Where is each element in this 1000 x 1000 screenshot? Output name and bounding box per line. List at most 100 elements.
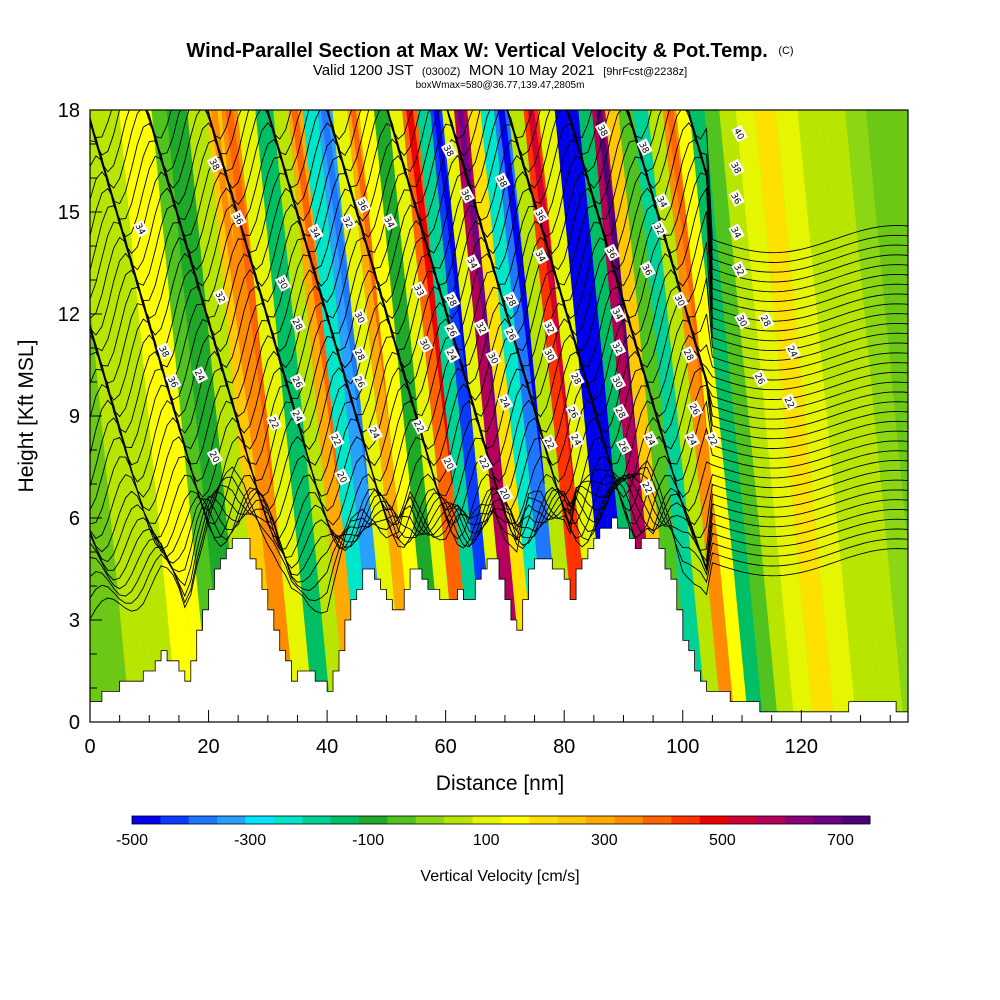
colorbar-tick-label: 300 [591, 832, 618, 849]
x-tick-label: 40 [316, 736, 338, 758]
theta-label-box [351, 308, 369, 326]
theta-label-group: 28 [568, 369, 585, 388]
y-axis: 0 3 6 9 12 15 18 [58, 100, 102, 734]
theta-label: 34 [654, 195, 668, 210]
theta-label-box [609, 373, 627, 391]
x-tick-label: 120 [785, 736, 818, 758]
theta-label-group: 36 [533, 206, 550, 224]
theta-contour [90, 435, 908, 512]
theta-contour [90, 474, 908, 581]
theta-label: 28 [681, 348, 695, 363]
colorbar-swatch [160, 816, 190, 824]
theta-label-group: 22 [411, 417, 428, 435]
theta-label-box [334, 468, 351, 486]
theta-label: 38 [494, 174, 508, 189]
theta-label-group: 28 [758, 311, 775, 330]
chart-subtitle-group: Valid 1200 JST (0300Z) MON 10 May 2021 [… [313, 62, 687, 79]
theta-label-group: 22 [476, 454, 493, 473]
theta-label: 28 [352, 348, 366, 363]
w-streak [332, 110, 406, 722]
theta-label-group: 26 [565, 403, 582, 422]
theta-label-box [473, 318, 490, 337]
theta-label: 32 [340, 215, 354, 230]
theta-contour [90, 154, 908, 312]
theta-label: 34 [307, 225, 321, 240]
theta-label-group: 20 [441, 454, 458, 473]
theta-label-box [603, 243, 621, 262]
theta-label-box [731, 260, 748, 279]
theta-label-box [274, 274, 292, 292]
w-streak [735, 110, 814, 722]
theta-label: 22 [541, 436, 555, 451]
theta-label-box [351, 345, 369, 364]
theta-label: 22 [476, 457, 490, 472]
theta-label-group: 34 [654, 192, 671, 211]
theta-label-group: 34 [307, 223, 324, 241]
theta-label: 30 [485, 351, 499, 366]
theta-label-group: 32 [610, 339, 627, 357]
theta-label-group: 26 [352, 373, 369, 391]
colorbar-swatch [273, 816, 303, 824]
theta-label-box [728, 158, 745, 177]
theta-label-group: 26 [616, 437, 633, 456]
theta-label: 30 [275, 276, 289, 291]
y-tick-label: 15 [58, 202, 80, 224]
theta-label-box [612, 403, 630, 422]
theta-label-group: 24 [367, 424, 384, 442]
w-streak [775, 110, 857, 722]
theta-label-box [464, 254, 481, 272]
subtitle-forecast: [9hrFcst@2238z] [603, 66, 687, 78]
theta-label: 26 [687, 402, 701, 417]
theta-label-box [639, 478, 656, 496]
theta-label-group: 30 [485, 349, 502, 367]
theta-label-group: 26 [752, 369, 769, 388]
theta-label-group: 30 [417, 335, 434, 354]
theta-label-box [731, 124, 748, 143]
theta-label: 30 [734, 314, 748, 329]
colorbar-tick-label: 100 [473, 832, 500, 849]
colorbar-swatch [557, 816, 587, 824]
theta-contour [90, 467, 908, 604]
theta-label: 38 [156, 344, 170, 359]
theta-label-box [328, 430, 345, 449]
theta-label-group: 28 [503, 291, 520, 309]
theta-label: 20 [497, 487, 511, 502]
theta-label: 28 [758, 314, 772, 329]
theta-label: 20 [334, 470, 348, 485]
theta-label-box [156, 342, 173, 360]
chart-title-mark: (C) [778, 45, 793, 57]
theta-label-box [503, 291, 520, 309]
theta-label: 24 [684, 433, 698, 448]
theta-contour [90, 186, 908, 332]
theta-label: 34 [381, 215, 395, 230]
terrain [90, 517, 908, 722]
theta-label-box [132, 220, 149, 238]
theta-label-group: 32 [651, 220, 668, 238]
theta-label-box [206, 155, 224, 173]
theta-label: 30 [541, 348, 555, 363]
colorbar-label: Vertical Velocity [cm/s] [420, 868, 579, 885]
theta-label-box [568, 369, 585, 388]
w-streak [119, 110, 199, 722]
theta-label: 24 [784, 344, 798, 359]
y-tick-label: 18 [58, 100, 80, 122]
w-streak [221, 110, 297, 722]
theta-label: 26 [503, 327, 517, 342]
theta-label-box [541, 318, 558, 337]
theta-label: 26 [352, 375, 366, 390]
colorbar-swatch [813, 816, 843, 824]
theta-label-group: 22 [704, 430, 721, 449]
theta-label-box [458, 186, 475, 204]
theta-label-group: 26 [444, 322, 461, 340]
w-streak [416, 110, 489, 722]
colorbar-swatch [699, 816, 729, 824]
colorbar-swatch [245, 816, 275, 824]
theta-label-group: 30 [274, 274, 292, 292]
theta-contour [90, 473, 908, 590]
theta-label-box [289, 315, 307, 333]
theta-label: 36 [230, 212, 244, 227]
colorbar-swatch [529, 816, 559, 824]
theta-label-group: 36 [355, 196, 372, 214]
theta-label: 24 [444, 348, 458, 363]
colorbar-swatch [841, 816, 871, 824]
